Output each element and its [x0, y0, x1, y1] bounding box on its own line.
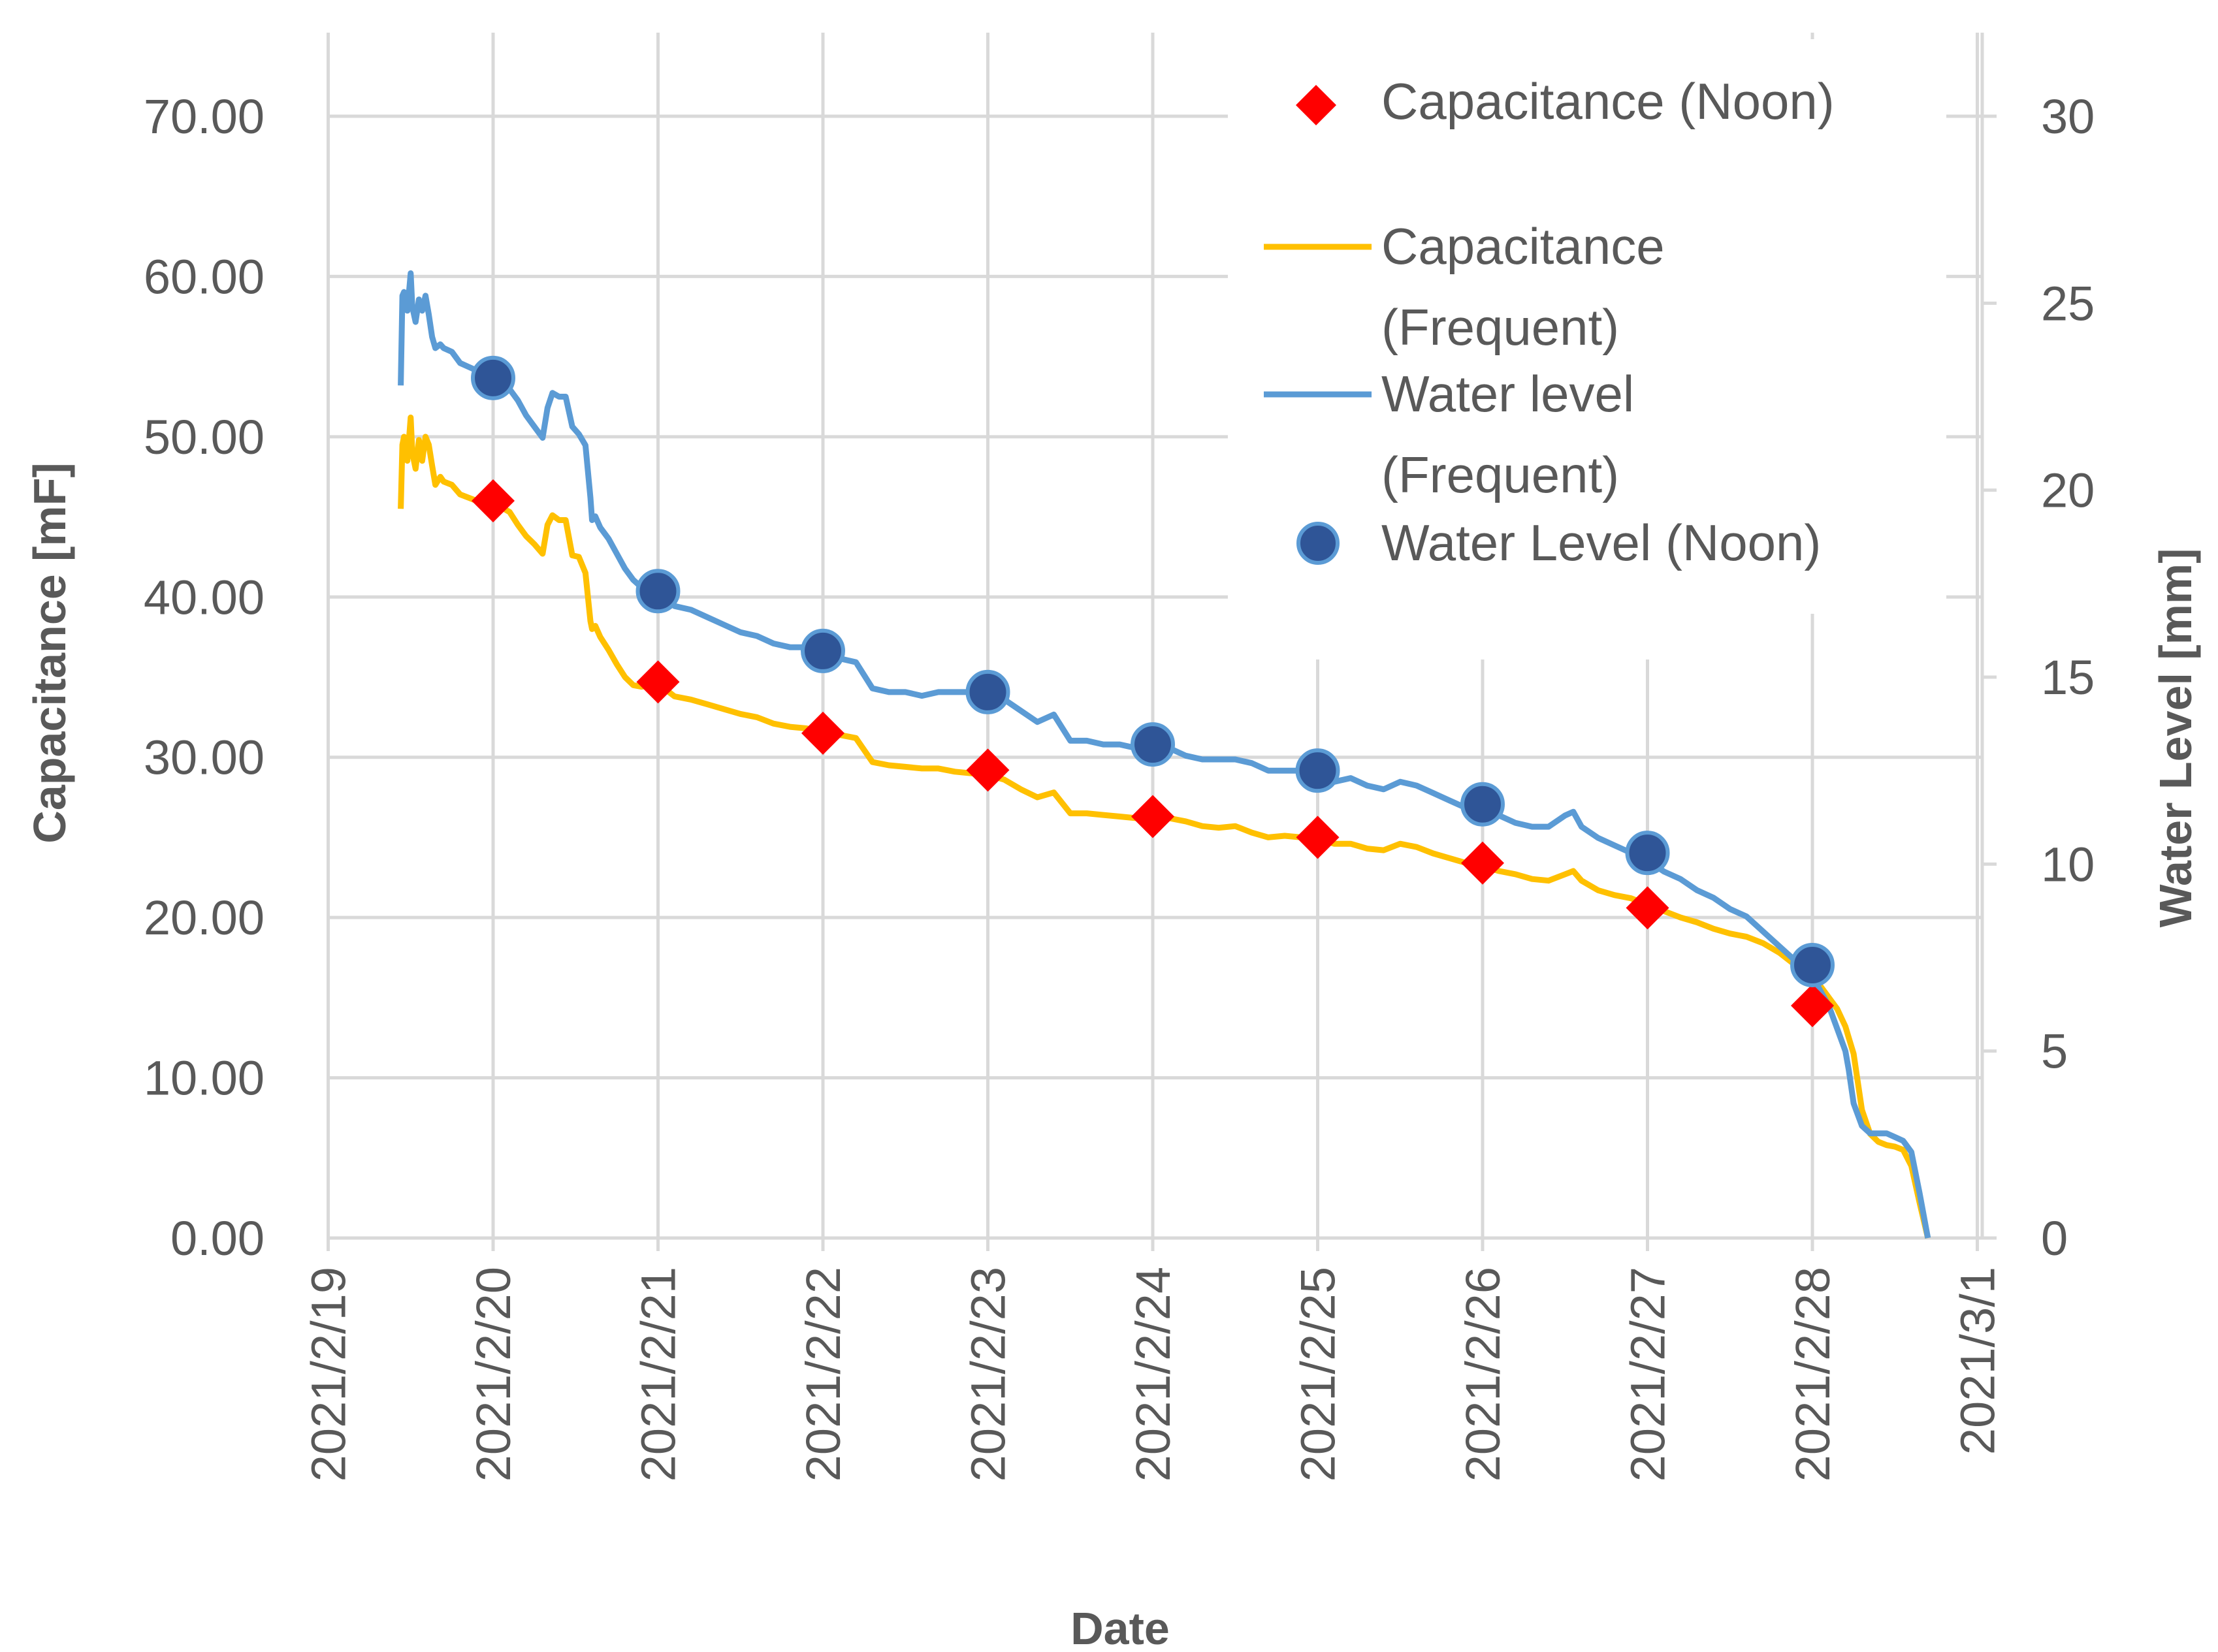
- water-level-noon-point: [1460, 782, 1505, 827]
- left-tick-label: 50.00: [144, 410, 265, 464]
- water-level-noon-point: [1625, 831, 1670, 876]
- capacitance-noon-point: [801, 711, 844, 755]
- left-tick-label: 20.00: [144, 891, 265, 945]
- legend-label-capacitance-noon: Capacitance (Noon): [1381, 72, 1835, 130]
- x-tick-label: 2021/2/24: [1126, 1267, 1180, 1482]
- x-axis-title: Date: [1070, 1603, 1170, 1652]
- left-tick-label: 0.00: [170, 1211, 265, 1265]
- capacitance-noon-point: [1131, 795, 1174, 838]
- right-tick-label: 0: [2041, 1211, 2068, 1265]
- capacitance-noon-point: [472, 479, 515, 523]
- capacitance-noon-point: [966, 748, 1010, 792]
- x-tick-label: 2021/2/28: [1786, 1267, 1840, 1482]
- legend-label-capacitance-frequent-2: (Frequent): [1381, 298, 1619, 356]
- legend-label-water-level-noon: Water Level (Noon): [1381, 514, 1821, 571]
- legend: Capacitance (Noon) Capacitance (Frequent…: [1228, 39, 1946, 614]
- x-tick-label: 2021/2/26: [1456, 1267, 1510, 1482]
- tick-labels: 0.00 10.00 20.00 30.00 40.00 50.00 60.00 70.00 0…: [144, 89, 2095, 1482]
- capacitance-noon-point: [636, 660, 680, 704]
- legend-circle-marker: [1296, 522, 1340, 565]
- capacitance-noon-point: [1461, 841, 1504, 885]
- x-tick-label: 2021/2/22: [796, 1267, 850, 1482]
- right-tick-label: 20: [2041, 464, 2095, 518]
- capacitance-noon-point: [1791, 984, 1834, 1028]
- water-level-noon-point: [635, 569, 681, 614]
- right-tick-label: 10: [2041, 837, 2095, 891]
- left-tick-label: 30.00: [144, 731, 265, 785]
- x-tick-label: 2021/2/21: [632, 1267, 686, 1482]
- right-tick-label: 5: [2041, 1025, 2068, 1079]
- gridlines: [327, 33, 1982, 1251]
- water-level-noon-point: [801, 628, 845, 673]
- legend-label-water-level-frequent: Water level: [1381, 365, 1634, 422]
- legend-background: [1228, 39, 1946, 614]
- water-level-noon-point: [1790, 942, 1835, 987]
- water-level-noon-point: [965, 669, 1010, 714]
- x-tick-label: 2021/3/1: [1951, 1267, 2005, 1455]
- legend-label-capacitance-frequent: Capacitance: [1381, 217, 1665, 275]
- water-level-noon-point: [1295, 748, 1340, 793]
- capacitance-noon-point: [1626, 886, 1669, 930]
- left-axis-title: Capacitance [mF]: [24, 462, 75, 843]
- left-tick-label: 10.00: [144, 1051, 265, 1105]
- x-tick-label: 2021/2/20: [466, 1267, 521, 1482]
- x-tick-label: 2021/2/25: [1291, 1267, 1345, 1482]
- right-axis-title: Water Level [mm]: [2150, 548, 2201, 928]
- x-tick-label: 2021/2/19: [302, 1267, 356, 1482]
- water-level-noon-point: [471, 355, 515, 400]
- legend-diamond-marker: [1296, 85, 1336, 125]
- series-layer: [398, 270, 1931, 1239]
- left-tick-label: 60.00: [144, 249, 265, 304]
- right-tick-label: 15: [2041, 650, 2095, 705]
- capacitance-noon-point: [1296, 816, 1340, 859]
- x-tick-label: 2021/2/23: [961, 1267, 1016, 1482]
- left-tick-label: 40.00: [144, 570, 265, 624]
- right-tick-label: 25: [2041, 276, 2095, 330]
- water-level-noon-point: [1131, 722, 1175, 767]
- legend-label-water-level-frequent-2: (Frequent): [1381, 446, 1619, 503]
- right-tick-label: 30: [2041, 89, 2095, 144]
- axes: [330, 33, 1997, 1240]
- left-tick-label: 70.00: [144, 89, 265, 144]
- x-tick-label: 2021/2/27: [1621, 1267, 1675, 1482]
